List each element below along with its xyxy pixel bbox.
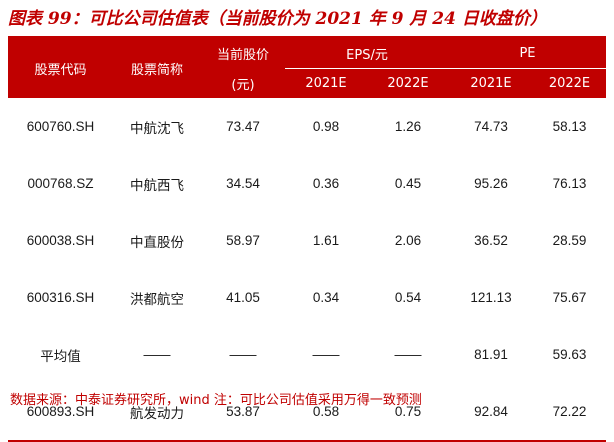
cell-pe-2022: 28.59 bbox=[552, 233, 587, 248]
header-stock-name: 股票简称 bbox=[113, 38, 201, 98]
cell-eps-2021: 0.98 bbox=[312, 119, 340, 134]
cell-eps-2022: 0.45 bbox=[394, 176, 422, 191]
header-eps-2021: 2021E bbox=[285, 68, 367, 98]
header-pe-2022: 2022E bbox=[533, 68, 606, 98]
cell-pe-2021: 74.73 bbox=[474, 119, 508, 134]
cell-code: 600038.SH bbox=[26, 233, 95, 248]
cell-eps-2021: 0.36 bbox=[312, 176, 340, 191]
header-pe-2021: 2021E bbox=[449, 68, 533, 98]
header-eps: EPS/元 bbox=[285, 38, 449, 69]
cell-pe-2022: 76.13 bbox=[552, 176, 587, 191]
cell-pe-2022: 59.63 bbox=[552, 347, 587, 362]
valuation-table: 股票代码 股票简称 当前股价 EPS/元 PE (元) 2021E 2022E … bbox=[8, 38, 606, 442]
cell-eps-2022: —— bbox=[394, 347, 422, 362]
cell-name: —— bbox=[143, 347, 171, 362]
cell-code: 000768.SZ bbox=[27, 176, 94, 191]
cell-pe-2021: 121.13 bbox=[470, 290, 512, 305]
cell-price: 34.54 bbox=[226, 176, 260, 191]
cell-code: 600316.SH bbox=[26, 290, 95, 305]
caption-divider bbox=[8, 36, 606, 38]
cell-pe-2021: 95.26 bbox=[474, 176, 508, 191]
header-price: 当前股价 bbox=[201, 38, 285, 69]
cell-price: 41.05 bbox=[226, 290, 260, 305]
table-row: 600316.SH 洪都航空 41.05 0.34 0.54 121.13 75… bbox=[8, 269, 606, 326]
cell-eps-2022: 0.54 bbox=[394, 290, 422, 305]
cell-name: 洪都航空 bbox=[130, 291, 184, 307]
header-pe: PE bbox=[449, 38, 606, 69]
cell-pe-2022: 58.13 bbox=[552, 119, 587, 134]
cell-eps-2022: 2.06 bbox=[394, 233, 422, 248]
cell-eps-2021: 0.34 bbox=[312, 290, 340, 305]
header-price-unit: (元) bbox=[201, 68, 285, 98]
cell-pe-2021: 81.91 bbox=[474, 347, 508, 362]
table-row: 000768.SZ 中航西飞 34.54 0.36 0.45 95.26 76.… bbox=[8, 155, 606, 212]
cell-price: 73.47 bbox=[226, 119, 260, 134]
cell-eps-2021: —— bbox=[312, 347, 340, 362]
table-caption: 图表 99：可比公司估值表（当前股价为 2021 年 9 月 24 日收盘价） bbox=[8, 9, 547, 29]
cell-code: 600760.SH bbox=[26, 119, 95, 134]
source-note: 数据来源：中泰证券研究所，wind 注：可比公司估值采用万得一致预测 bbox=[10, 393, 422, 408]
cell-name: 中航沈飞 bbox=[130, 120, 184, 136]
cell-price: —— bbox=[229, 347, 257, 362]
cell-code: 平均值 bbox=[40, 348, 81, 364]
table-row-average: 平均值 —— —— —— —— 81.91 59.63 bbox=[8, 326, 606, 383]
cell-eps-2021: 1.61 bbox=[312, 233, 340, 248]
cell-name: 中直股份 bbox=[130, 234, 184, 250]
cell-eps-2022: 1.26 bbox=[394, 119, 422, 134]
cell-price: 58.97 bbox=[226, 233, 260, 248]
header-stock-code: 股票代码 bbox=[8, 38, 113, 98]
table-row: 600038.SH 中直股份 58.97 1.61 2.06 36.52 28.… bbox=[8, 212, 606, 269]
cell-pe-2022: 75.67 bbox=[552, 290, 587, 305]
table-row: 600760.SH 中航沈飞 73.47 0.98 1.26 74.73 58.… bbox=[8, 98, 606, 155]
cell-name: 中航西飞 bbox=[130, 177, 184, 193]
cell-pe-2021: 36.52 bbox=[474, 233, 508, 248]
header-eps-2022: 2022E bbox=[367, 68, 449, 98]
